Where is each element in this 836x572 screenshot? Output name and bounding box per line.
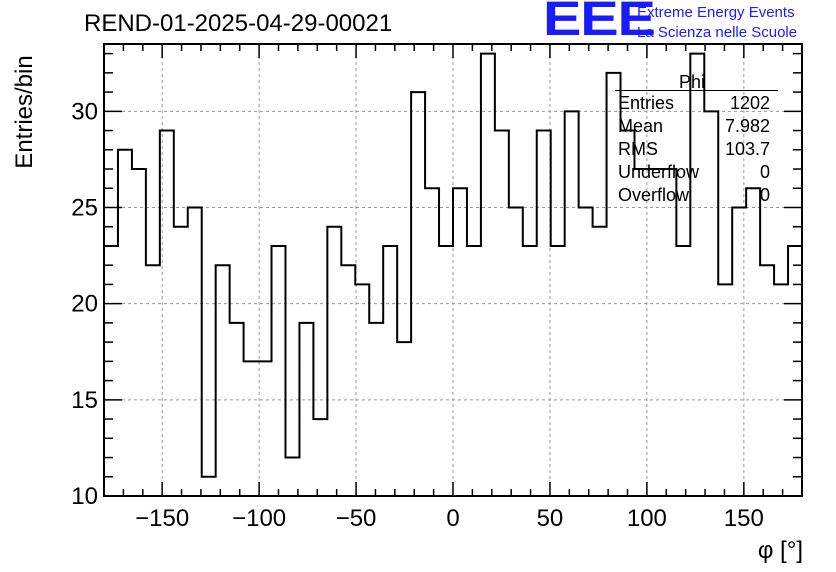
stats-header: Phi	[615, 72, 778, 92]
stats-row: Overflow 0	[615, 185, 770, 207]
stats-value: 0	[759, 162, 770, 182]
stats-key: Overflow	[618, 185, 690, 205]
stats-key: RMS	[618, 139, 658, 159]
histogram-line	[104, 52, 802, 478]
x-tick-label: −100	[232, 505, 286, 532]
logo-line-2: La Scienza nelle Scuole	[637, 24, 798, 41]
stats-value: 7.982	[724, 116, 770, 136]
tick-labels: −150 −100 −50 0 50 100 150 10 15 20 25 30	[71, 98, 764, 532]
stats-row: RMS 103.7	[615, 139, 770, 161]
stats-value: 1202	[729, 93, 770, 113]
y-tick-label: 10	[71, 483, 98, 510]
stats-key: Entries	[618, 93, 675, 113]
x-tick-label: −150	[135, 505, 189, 532]
x-tick-label: 0	[446, 505, 459, 532]
stats-row: Underflow 0	[615, 162, 770, 184]
eee-logo: EEE	[543, 0, 656, 46]
stats-value: 0	[759, 185, 770, 205]
y-tick-label: 20	[71, 291, 98, 318]
x-tick-label: 150	[724, 505, 764, 532]
y-tick-label: 15	[71, 387, 98, 414]
stats-key: Underflow	[618, 162, 700, 182]
y-tick-label: 30	[71, 98, 98, 125]
x-axis-label: φ [°]	[758, 537, 803, 564]
x-tick-label: −50	[336, 505, 377, 532]
stats-row: Mean 7.982	[615, 116, 770, 138]
stats-row: Entries 1202	[615, 93, 770, 115]
logo-line-1: Extreme Energy Events	[637, 4, 795, 21]
axis-ticks	[104, 44, 802, 497]
x-tick-label: 50	[537, 505, 564, 532]
y-tick-label: 25	[71, 194, 98, 221]
x-tick-label: 100	[627, 505, 667, 532]
stats-box: Phi Entries 1202 Mean 7.982 RMS 103.7 Under…	[615, 72, 778, 207]
stats-name: Phi	[679, 72, 706, 92]
stats-key: Mean	[618, 116, 664, 136]
y-axis-label: Entries/bin	[11, 55, 38, 168]
chart-title: REND-01-2025-04-29-00021	[84, 10, 393, 37]
stats-value: 103.7	[724, 139, 770, 159]
